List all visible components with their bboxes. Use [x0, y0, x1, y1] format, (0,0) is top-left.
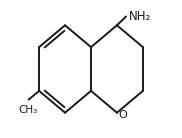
Text: O: O [119, 110, 127, 120]
Text: CH₃: CH₃ [18, 105, 37, 115]
Text: NH₂: NH₂ [129, 10, 151, 23]
